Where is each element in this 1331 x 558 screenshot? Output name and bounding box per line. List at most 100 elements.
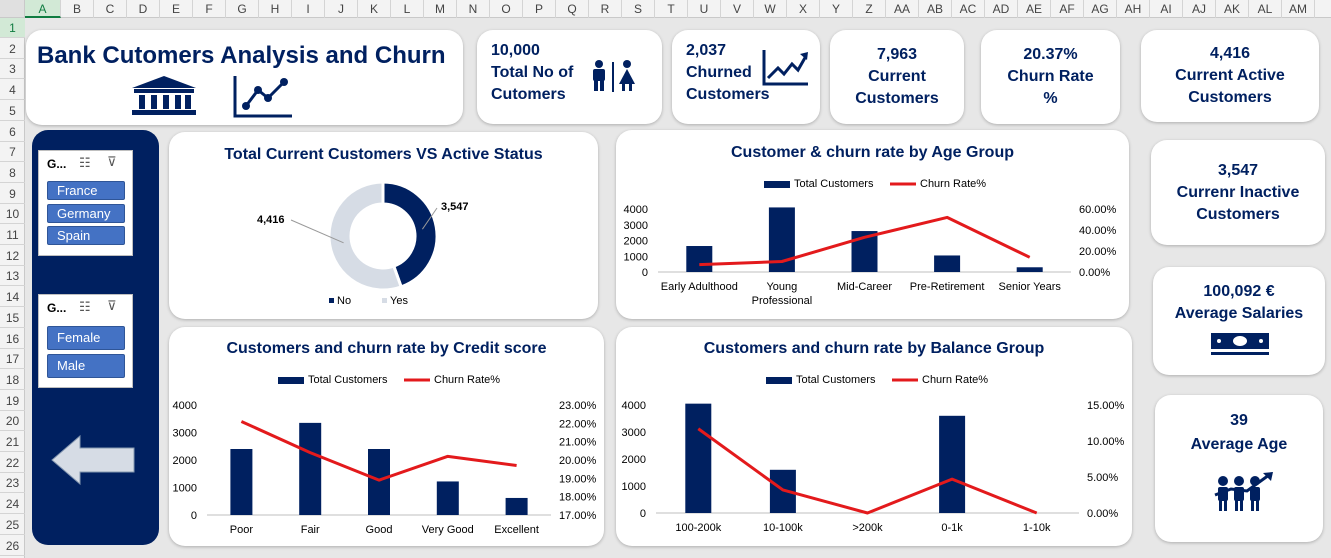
row-header-21[interactable]: 21 <box>0 432 25 452</box>
kpi-inactive-customers: 3,547 Currenr Inactive Customers <box>1151 140 1325 245</box>
row-header-1[interactable]: 1 <box>0 18 25 38</box>
column-header-ac[interactable]: AC <box>952 0 985 18</box>
column-header-e[interactable]: E <box>160 0 193 18</box>
column-header-ah[interactable]: AH <box>1117 0 1150 18</box>
row-header-18[interactable]: 18 <box>0 370 25 390</box>
kpi-churned-value: 2,037 <box>686 42 727 59</box>
line-chart-icon <box>233 76 292 118</box>
select-all-corner[interactable] <box>0 0 25 18</box>
column-header-f[interactable]: F <box>193 0 226 18</box>
column-header-k[interactable]: K <box>358 0 391 18</box>
column-header-ab[interactable]: AB <box>919 0 952 18</box>
column-header-af[interactable]: AF <box>1051 0 1084 18</box>
y-axis-tick-label: 0 <box>642 267 648 279</box>
row-header-20[interactable]: 20 <box>0 411 25 432</box>
column-header-u[interactable]: U <box>688 0 721 18</box>
kpi-active-label-1: Current Active <box>1175 67 1285 84</box>
row-header-11[interactable]: 11 <box>0 225 25 245</box>
multi-select-icon[interactable]: ☷ <box>79 155 91 170</box>
column-header-t[interactable]: T <box>655 0 688 18</box>
row-header-7[interactable]: 7 <box>0 142 25 163</box>
row-header-19[interactable]: 19 <box>0 391 25 411</box>
kpi-current-label-1: Current <box>868 68 926 85</box>
bar-0-1k <box>939 415 966 513</box>
column-header-h[interactable]: H <box>259 0 292 18</box>
column-header-v[interactable]: V <box>721 0 754 18</box>
row-header-4[interactable]: 4 <box>0 80 25 101</box>
column-header-ak[interactable]: AK <box>1216 0 1249 18</box>
row-header-15[interactable]: 15 <box>0 308 25 328</box>
clear-filter-icon[interactable]: ⊽ <box>107 298 117 313</box>
kpi-current-label-2: Customers <box>855 90 939 107</box>
multi-select-icon[interactable]: ☷ <box>79 299 91 314</box>
column-header-g[interactable]: G <box>226 0 259 18</box>
row-header-5[interactable]: 5 <box>0 101 25 121</box>
y-axis-tick-label: 3000 <box>622 427 646 439</box>
x-axis-label: Young <box>766 281 797 293</box>
kpi-age-value: 39 <box>1230 412 1248 429</box>
column-header-p[interactable]: P <box>523 0 556 18</box>
row-header-9[interactable]: 9 <box>0 184 25 204</box>
row-header-17[interactable]: 17 <box>0 349 25 370</box>
column-header-am[interactable]: AM <box>1282 0 1315 18</box>
column-header-ae[interactable]: AE <box>1018 0 1051 18</box>
kpi-current-value: 7,963 <box>876 46 918 63</box>
column-header-ad[interactable]: AD <box>985 0 1018 18</box>
row-header-2[interactable]: 2 <box>0 39 25 59</box>
clear-filter-icon[interactable]: ⊽ <box>107 154 117 169</box>
row-header-22[interactable]: 22 <box>0 453 25 473</box>
column-header-a[interactable]: A <box>25 0 61 18</box>
column-header-m[interactable]: M <box>424 0 457 18</box>
row-header-3[interactable]: 3 <box>0 59 25 80</box>
column-header-z[interactable]: Z <box>853 0 886 18</box>
kpi-inactive-label-2: Customers <box>1196 205 1280 223</box>
column-header-r[interactable]: R <box>589 0 622 18</box>
column-header-y[interactable]: Y <box>820 0 853 18</box>
column-header-s[interactable]: S <box>622 0 655 18</box>
column-header-x[interactable]: X <box>787 0 820 18</box>
row-header-26[interactable]: 26 <box>0 536 25 556</box>
row-header-6[interactable]: 6 <box>0 122 25 142</box>
column-header-b[interactable]: B <box>61 0 94 18</box>
row-header-25[interactable]: 25 <box>0 515 25 535</box>
column-header-aj[interactable]: AJ <box>1183 0 1216 18</box>
legend-label-total-customers: Total Customers <box>308 374 388 386</box>
slicer-item-female[interactable]: Female <box>47 326 125 350</box>
column-header-d[interactable]: D <box>127 0 160 18</box>
x-axis-label: Poor <box>230 524 254 536</box>
column-header-c[interactable]: C <box>94 0 127 18</box>
churn-rate-line <box>697 427 1038 515</box>
column-header-ai[interactable]: AI <box>1150 0 1183 18</box>
row-header-12[interactable]: 12 <box>0 246 25 266</box>
slicer-item-germany[interactable]: Germany <box>47 204 125 223</box>
row-header-10[interactable]: 10 <box>0 204 25 225</box>
column-header-o[interactable]: O <box>490 0 523 18</box>
kpi-churned-customers: 2,037 Churned Customers <box>672 30 820 124</box>
row-header-13[interactable]: 13 <box>0 266 25 287</box>
slicer-item-spain[interactable]: Spain <box>47 226 125 245</box>
column-header-n[interactable]: N <box>457 0 490 18</box>
slicer-item-france[interactable]: France <box>47 181 125 200</box>
column-header-aa[interactable]: AA <box>886 0 919 18</box>
column-header-i[interactable]: I <box>292 0 325 18</box>
back-arrow-icon[interactable] <box>50 434 136 486</box>
x-axis-label: 100-200k <box>675 522 721 534</box>
y-axis-tick-label: 4000 <box>624 204 648 216</box>
x-axis-label: Senior Years <box>999 281 1062 293</box>
column-header-q[interactable]: Q <box>556 0 589 18</box>
row-header-23[interactable]: 23 <box>0 473 25 494</box>
row-header-8[interactable]: 8 <box>0 163 25 183</box>
column-header-al[interactable]: AL <box>1249 0 1282 18</box>
bar-senior-years <box>1016 267 1043 272</box>
column-header-w[interactable]: W <box>754 0 787 18</box>
slicer-item-male[interactable]: Male <box>47 354 125 378</box>
column-header-j[interactable]: J <box>325 0 358 18</box>
column-header-ag[interactable]: AG <box>1084 0 1117 18</box>
bar-good <box>368 449 390 515</box>
row-header-16[interactable]: 16 <box>0 329 25 349</box>
row-header-24[interactable]: 24 <box>0 494 25 515</box>
row-header-14[interactable]: 14 <box>0 287 25 308</box>
donut-slice-yes <box>327 180 404 292</box>
y2-axis-tick-label: 40.00% <box>1079 225 1117 237</box>
column-header-l[interactable]: L <box>391 0 424 18</box>
